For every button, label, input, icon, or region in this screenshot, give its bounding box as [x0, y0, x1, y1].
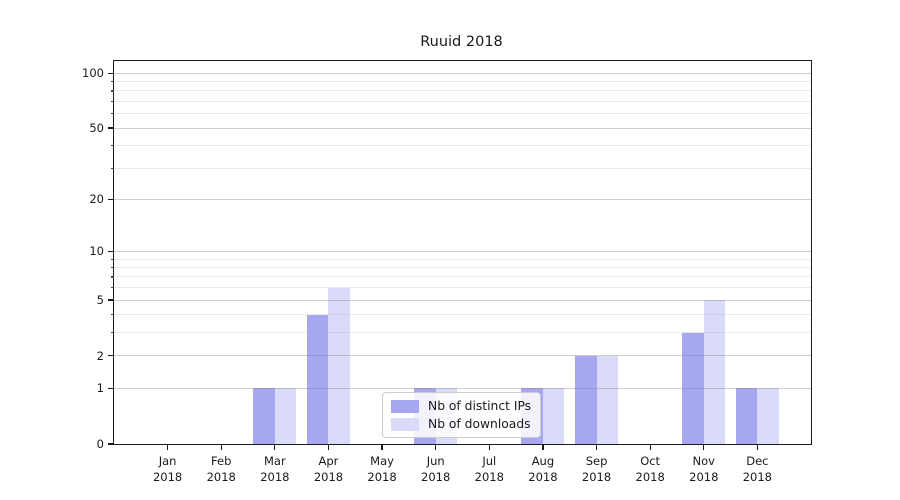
legend-entry-downloads: Nb of downloads — [391, 417, 531, 431]
legend-swatch-distinct-ips — [391, 399, 419, 413]
ytick-label-100: 100 — [82, 66, 104, 81]
xtick-label-oct: Oct 2018 — [635, 454, 665, 484]
bar-distinct-ips-dec — [735, 388, 758, 444]
ytick-mark-2 — [108, 355, 114, 357]
bar-downloads-apr — [328, 287, 350, 444]
bar-downloads-sep — [596, 355, 618, 444]
bar-distinct-ips-nov — [682, 332, 704, 444]
xtick-label-jun: Jun 2018 — [421, 454, 451, 484]
plot-area: 0 1 2 5 10 20 50 100 Jan 2018 Feb 2018 Mar 2018 Apr 20… — [82, 60, 812, 484]
ytick-label-50: 50 — [89, 121, 104, 136]
legend-label-distinct-ips: Nb of distinct IPs — [428, 399, 532, 413]
ytick-mark-0 — [108, 443, 114, 445]
xtick-mark-jul — [488, 444, 490, 450]
ytick-mark-minor-9 — [111, 258, 114, 260]
ytick-label-5: 5 — [96, 293, 104, 308]
bar-downloads-mar — [274, 388, 297, 444]
xtick-mark-jan — [167, 444, 169, 450]
ytick-mark-100 — [108, 72, 114, 74]
gridline-minor-y-6 — [114, 287, 811, 289]
bar-downloads-dec — [757, 388, 779, 444]
ytick-mark-10 — [108, 250, 114, 252]
gridline-minor-y-40 — [114, 145, 811, 147]
gridline-minor-y-8 — [114, 266, 811, 268]
ytick-mark-minor-8 — [111, 266, 114, 269]
gridline-y-20 — [114, 198, 811, 200]
xtick-label-aug: Aug 2018 — [528, 454, 558, 484]
legend-label-downloads: Nb of downloads — [428, 417, 531, 431]
bar-downloads-nov — [703, 300, 726, 444]
xtick-mark-may — [381, 444, 383, 450]
ytick-mark-1 — [108, 387, 114, 389]
bar-downloads-aug — [542, 388, 565, 444]
ytick-mark-minor-3 — [111, 332, 114, 334]
ytick-mark-minor-60 — [111, 113, 114, 115]
bar-distinct-ips-sep — [575, 355, 597, 444]
xtick-label-apr: Apr 2018 — [313, 454, 344, 484]
ytick-mark-minor-7 — [111, 276, 114, 278]
ytick-label-0: 0 — [96, 437, 104, 451]
ytick-mark-minor-4 — [111, 314, 114, 316]
ytick-label-2: 2 — [96, 348, 104, 363]
bar-distinct-ips-mar — [253, 388, 275, 444]
gridline-minor-y-90 — [114, 81, 811, 83]
xtick-label-nov: Nov 2018 — [689, 454, 719, 484]
xtick-mark-oct — [649, 444, 651, 450]
gridline-minor-y-60 — [114, 113, 811, 115]
ytick-label-1: 1 — [96, 381, 104, 396]
ytick-mark-minor-80 — [111, 90, 114, 92]
gridline-y-100 — [114, 72, 811, 74]
xtick-label-dec: Dec 2018 — [742, 454, 773, 484]
xtick-mark-mar — [274, 444, 276, 450]
xtick-label-jul: Jul 2018 — [474, 454, 504, 484]
ytick-label-20: 20 — [89, 192, 104, 207]
gridline-minor-y-70 — [114, 101, 811, 103]
xtick-label-jan: Jan 2018 — [152, 454, 183, 484]
xtick-mark-aug — [542, 444, 544, 450]
xtick-label-sep: Sep 2018 — [581, 454, 612, 484]
xtick-mark-nov — [703, 444, 705, 450]
ytick-label-10: 10 — [89, 244, 104, 259]
xtick-mark-sep — [595, 444, 598, 450]
chart-title: Ruuid 2018 — [420, 34, 503, 50]
ytick-mark-minor-40 — [111, 145, 114, 147]
legend: Nb of distinct IPs Nb of downloads — [382, 392, 542, 438]
xtick-mark-jun — [435, 444, 437, 450]
ytick-mark-50 — [108, 127, 114, 129]
gridline-y-50 — [114, 127, 811, 129]
xtick-mark-feb — [220, 444, 222, 450]
gridline-minor-y-30 — [114, 167, 811, 169]
ytick-mark-minor-90 — [111, 81, 114, 83]
gridline-y-10 — [114, 250, 811, 252]
xtick-label-feb: Feb 2018 — [206, 454, 236, 484]
ytick-mark-minor-6 — [111, 287, 114, 289]
ytick-mark-minor-70 — [111, 101, 114, 103]
xtick-mark-apr — [327, 444, 330, 450]
ytick-mark-5 — [108, 299, 114, 301]
legend-entry-distinct-ips: Nb of distinct IPs — [391, 399, 531, 413]
xtick-label-may: May 2018 — [367, 454, 397, 484]
ytick-mark-20 — [108, 198, 114, 200]
bar-distinct-ips-apr — [307, 314, 329, 444]
legend-swatch-downloads — [391, 417, 419, 431]
gridline-minor-y-9 — [114, 258, 811, 260]
gridline-minor-y-80 — [114, 90, 811, 92]
ytick-mark-minor-30 — [111, 167, 114, 169]
xtick-mark-dec — [756, 444, 758, 450]
xtick-label-mar: Mar 2018 — [260, 454, 290, 484]
gridline-minor-y-7 — [114, 276, 811, 278]
